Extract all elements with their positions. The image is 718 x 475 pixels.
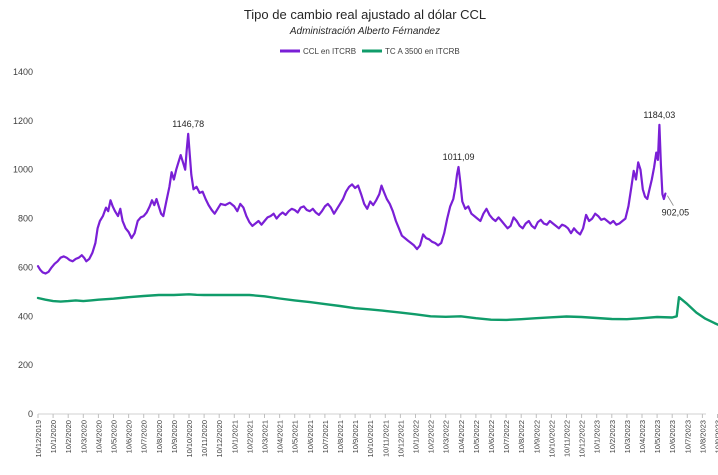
x-tick-label: 10/1/2020: [49, 420, 58, 453]
annotations: 1146,78 1011,09 1184,03 902,05: [172, 110, 689, 218]
x-tick-label: 10/10/2021: [366, 420, 375, 458]
x-tick-label: 10/9/2020: [170, 420, 179, 453]
x-tick-label: 10/4/2020: [94, 420, 103, 453]
y-tick-label: 800: [18, 214, 33, 224]
chart-title: Tipo de cambio real ajustado al dólar CC…: [244, 7, 486, 22]
x-tick-label: 10/3/2021: [261, 420, 270, 453]
x-tick-label: 10/6/2020: [125, 420, 134, 453]
legend: CCL en ITCRB TC A 3500 en ITCRB: [280, 47, 460, 56]
x-tick-label: 10/12/2021: [396, 420, 405, 458]
legend-label-tc-a3500: TC A 3500 en ITCRB: [385, 47, 460, 56]
x-tick-label: 10/2/2023: [608, 420, 617, 453]
y-tick-label: 400: [18, 311, 33, 321]
x-tick-label: 10/7/2020: [140, 420, 149, 453]
legend-label-ccl: CCL en ITCRB: [303, 47, 356, 56]
y-tick-label: 1400: [13, 67, 33, 77]
x-tick-label: 10/5/2022: [472, 420, 481, 453]
x-tick-label: 10/8/2022: [517, 420, 526, 453]
series-line-tc-a3500: [36, 293, 718, 327]
x-tick-label: 10/6/2023: [668, 420, 677, 453]
x-tick-label: 10/4/2023: [638, 420, 647, 453]
x-tick-label: 10/7/2023: [683, 420, 692, 453]
x-tick-label: 10/9/2022: [532, 420, 541, 453]
x-tick-label: 10/6/2021: [306, 420, 315, 453]
data-label: 1184,03: [643, 110, 675, 120]
x-tick-label: 10/9/2021: [351, 420, 360, 453]
data-label: 902,05: [662, 208, 690, 218]
x-tick-label: 10/11/2022: [563, 420, 572, 457]
x-tick-label: 10/3/2020: [79, 420, 88, 453]
x-tick-label: 10/11/2021: [381, 420, 390, 457]
x-tick-label: 10/8/2023: [698, 420, 707, 453]
x-tick-label: 10/12/2019: [34, 420, 43, 458]
x-tick-label: 10/11/2020: [200, 420, 209, 457]
series-layer: [36, 123, 718, 327]
x-tick-label: 10/10/2020: [185, 420, 194, 458]
x-tick-label: 10/8/2020: [155, 420, 164, 453]
data-label: 1011,09: [443, 152, 475, 162]
x-tick-label: 10/5/2021: [291, 420, 300, 453]
x-tick-label: 10/1/2023: [593, 420, 602, 453]
y-axis: 0 200 400 600 800 1000 1200 1400: [13, 67, 33, 419]
x-axis: 10/12/2019 10/1/2020 10/2/2020 10/3/2020 10/…: [34, 414, 718, 458]
x-tick-label: 10/3/2022: [442, 420, 451, 453]
x-tick-label: 10/6/2022: [487, 420, 496, 453]
x-tick-label: 10/1/2021: [230, 420, 239, 453]
y-tick-label: 1000: [13, 165, 33, 175]
x-tick-label: 10/4/2021: [276, 420, 285, 453]
y-tick-label: 200: [18, 360, 33, 370]
x-tick-label: 10/7/2021: [321, 420, 330, 453]
data-label: 1146,78: [172, 119, 204, 129]
x-tick-label: 10/2/2020: [64, 420, 73, 453]
x-tick-label: 10/12/2020: [215, 420, 224, 458]
y-tick-label: 0: [28, 409, 33, 419]
x-tick-label: 10/9/2023: [714, 420, 718, 453]
x-tick-label: 10/2/2021: [245, 420, 254, 453]
x-tick-label: 10/5/2020: [110, 420, 119, 453]
x-tick-label: 10/4/2022: [457, 420, 466, 453]
y-tick-label: 600: [18, 262, 33, 272]
x-tick-label: 10/8/2021: [336, 420, 345, 453]
x-tick-label: 10/10/2022: [547, 420, 556, 458]
chart-subtitle: Administración Alberto Férnandez: [289, 26, 440, 37]
series-line-ccl: [36, 123, 667, 275]
x-tick-label: 10/12/2022: [578, 420, 587, 458]
x-tick-label: 10/1/2022: [412, 420, 421, 453]
annotation-leader: [667, 195, 674, 206]
x-tick-label: 10/5/2023: [653, 420, 662, 453]
x-tick-label: 10/3/2023: [623, 420, 632, 453]
x-tick-label: 10/7/2022: [502, 420, 511, 453]
x-tick-label: 10/2/2022: [427, 420, 436, 453]
y-tick-label: 1200: [13, 116, 33, 126]
